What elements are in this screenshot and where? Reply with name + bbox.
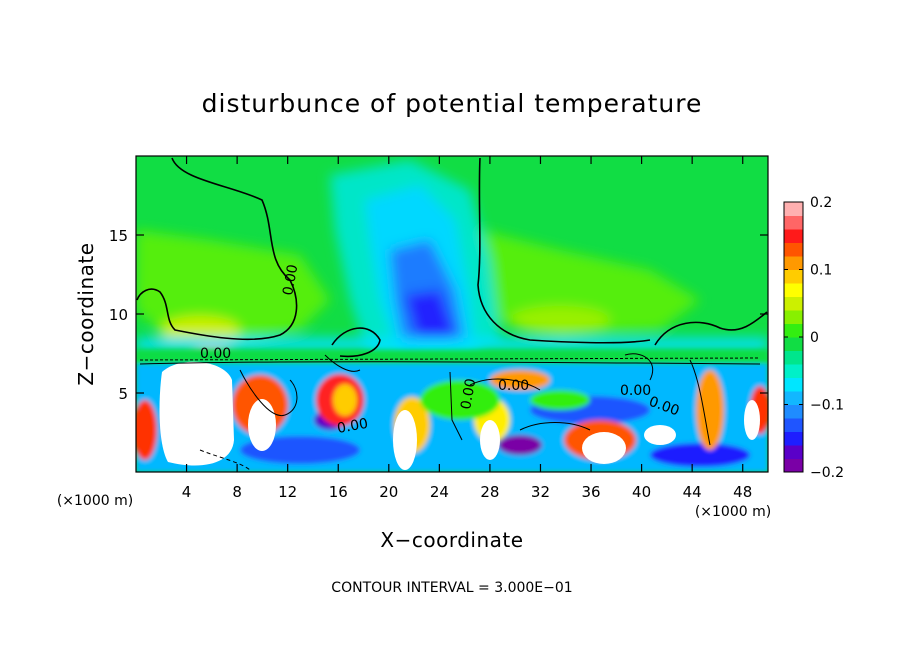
colorbar-swatch: [784, 202, 803, 216]
missing-region: [644, 425, 676, 445]
green-patch: [530, 390, 590, 410]
colorbar-tick-label: 0: [810, 330, 819, 346]
x-tick-label: 36: [581, 483, 600, 501]
colorbar-tick-label: 0.2: [810, 195, 832, 211]
colorbar-tick-label: −0.2: [810, 465, 844, 481]
x-unit-right: (×1000 m): [695, 504, 771, 520]
missing-region: [744, 400, 760, 440]
green-patch: [420, 380, 500, 420]
x-tick-label: 28: [480, 483, 499, 501]
x-tick-label: 48: [733, 483, 752, 501]
colorbar-tick-label: 0.1: [810, 263, 832, 279]
inner-contour: [519, 422, 591, 431]
blue-patch: [650, 443, 750, 467]
colorbar-swatch: [784, 229, 803, 243]
green-layer: [136, 350, 768, 364]
colorbar-swatch: [784, 364, 803, 378]
zero-contour: [136, 157, 298, 341]
warm-patch: [696, 370, 724, 450]
colorbar: 0.2 0.1 0 −0.1 −0.2: [783, 195, 844, 481]
violet-patch: [498, 435, 542, 455]
zero-contour: [331, 327, 381, 358]
x-tick-label: 4: [182, 483, 192, 501]
contour-label: 0.00: [620, 383, 651, 399]
contour-lines: [136, 157, 768, 471]
inner-contour: [624, 353, 653, 381]
upper-field: [136, 160, 768, 360]
x-axis: 4 8 12 16 20 24 28 32 36 40 44 48: [182, 156, 752, 501]
y-axis-title: Z−coordinate: [74, 242, 98, 385]
light-green-region: [136, 230, 330, 340]
missing-region: [480, 420, 500, 460]
warm-patch: [490, 370, 550, 390]
yellow-patch: [510, 306, 610, 334]
inner-contour: [239, 369, 298, 416]
contour-label: 0.00: [200, 346, 231, 362]
missing-region: [248, 399, 276, 451]
missing-region: [393, 410, 417, 470]
colorbar-swatch: [784, 337, 803, 351]
warm-patch: [136, 400, 157, 460]
y-tick-label: 5: [118, 385, 128, 403]
contour-label: 0.00: [458, 377, 479, 410]
lower-field: [136, 350, 768, 472]
zero-contour: [654, 311, 768, 346]
inner-contour: [199, 449, 251, 471]
inner-contour: [139, 361, 761, 365]
colorbar-tick-label: −0.1: [810, 398, 844, 414]
x-tick-label: 16: [329, 483, 348, 501]
colorbar-swatch: [784, 283, 803, 297]
x-tick-label: 12: [278, 483, 297, 501]
contour-field: [136, 156, 768, 472]
x-unit-left: (×1000 m): [57, 493, 133, 509]
colorbar-swatch: [784, 215, 803, 230]
contour-label: 0.00: [280, 263, 301, 296]
inner-contour: [324, 354, 361, 372]
x-tick-label: 20: [379, 483, 398, 501]
inner-contour: [449, 371, 463, 441]
colorbar-swatch: [784, 350, 803, 365]
colorbar-swatch: [784, 458, 803, 473]
contour-labels: 0.000.000.000.00 0.00 0.000.00: [200, 263, 681, 437]
colorbar-swatch: [784, 296, 803, 311]
colorbar-swatch: [784, 418, 803, 432]
inner-contour: [689, 359, 711, 446]
missing-regions: [159, 361, 760, 470]
colorbar-swatch: [784, 431, 803, 446]
cold-plume-center: [405, 290, 455, 348]
colorbar-swatch: [784, 256, 803, 270]
colorbar-swatch: [784, 391, 803, 405]
colorbar-swatch: [784, 269, 803, 284]
x-axis-title: X−coordinate: [380, 528, 523, 552]
y-tick-label: 10: [109, 306, 128, 324]
y-tick-label: 15: [109, 227, 128, 245]
contour-label: 0.00: [498, 378, 529, 394]
missing-region: [159, 361, 234, 466]
colorbar-swatch: [784, 377, 803, 392]
colorbar-swatch: [784, 310, 803, 324]
x-tick-label: 32: [531, 483, 550, 501]
colorbar-swatch: [784, 445, 803, 459]
colorbar-swatch: [784, 242, 803, 257]
x-tick-label: 44: [683, 483, 702, 501]
x-tick-label: 40: [632, 483, 651, 501]
contour-label: 0.00: [336, 416, 369, 437]
x-tick-label: 8: [232, 483, 242, 501]
contour-interval-note: CONTOUR INTERVAL = 3.000E−01: [331, 580, 572, 596]
zero-contour: [477, 157, 651, 344]
colorbar-swatch: [784, 323, 803, 338]
inner-contour: [139, 357, 761, 361]
cyan-band: [136, 338, 768, 350]
y-axis: 5 10 15: [109, 227, 768, 403]
inner-contour: [469, 378, 541, 391]
warm-patch: [333, 384, 357, 416]
x-tick-label: 24: [430, 483, 449, 501]
colorbar-swatch: [784, 404, 803, 419]
chart-title: disturbunce of potential temperature: [202, 89, 703, 118]
missing-region: [582, 432, 626, 464]
